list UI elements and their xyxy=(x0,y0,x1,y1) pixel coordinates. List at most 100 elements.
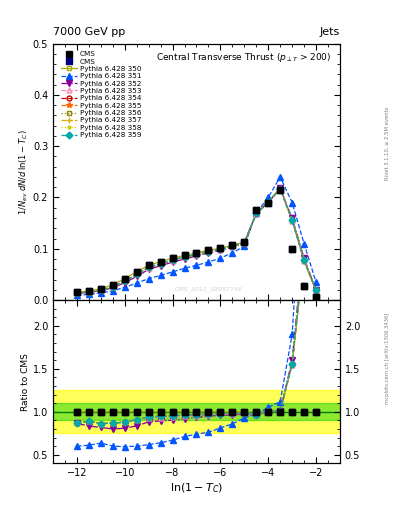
Pythia 6.428 357 xyxy=(242,240,247,246)
Pythia 6.428 359 xyxy=(218,246,223,252)
Line: Pythia 6.428 350: Pythia 6.428 350 xyxy=(75,186,318,295)
Pythia 6.428 351 xyxy=(86,291,91,297)
Pythia 6.428 359 xyxy=(230,243,235,249)
Pythia 6.428 357 xyxy=(314,287,318,293)
Pythia 6.428 358 xyxy=(314,287,318,293)
Line: Pythia 6.428 351: Pythia 6.428 351 xyxy=(74,174,319,298)
Pythia 6.428 356 xyxy=(182,254,187,260)
Pythia 6.428 351 xyxy=(182,265,187,271)
Pythia 6.428 352 xyxy=(218,247,223,253)
Pythia 6.428 351 xyxy=(170,269,175,275)
Pythia 6.428 358 xyxy=(75,290,79,296)
Pythia 6.428 353 xyxy=(266,200,270,206)
Pythia 6.428 357 xyxy=(194,251,199,258)
Pythia 6.428 359 xyxy=(242,240,247,246)
Pythia 6.428 352 xyxy=(75,290,79,296)
Pythia 6.428 358 xyxy=(290,217,294,223)
Pythia 6.428 352 xyxy=(206,250,211,256)
Pythia 6.428 351 xyxy=(206,259,211,265)
Pythia 6.428 359 xyxy=(158,261,163,267)
Pythia 6.428 352 xyxy=(86,289,91,295)
Text: CMS_2011_S8957746: CMS_2011_S8957746 xyxy=(174,287,242,292)
Pythia 6.428 353 xyxy=(146,265,151,271)
Pythia 6.428 354 xyxy=(230,243,235,249)
Pythia 6.428 351 xyxy=(254,210,259,216)
Pythia 6.428 354 xyxy=(146,264,151,270)
Pythia 6.428 352 xyxy=(194,253,199,259)
Pythia 6.428 359 xyxy=(182,254,187,260)
Legend: CMS, CMS, Pythia 6.428 350, Pythia 6.428 351, Pythia 6.428 352, Pythia 6.428 353: CMS, CMS, Pythia 6.428 350, Pythia 6.428… xyxy=(59,50,143,140)
Pythia 6.428 352 xyxy=(266,200,270,206)
Pythia 6.428 358 xyxy=(230,243,235,249)
Pythia 6.428 357 xyxy=(86,289,91,295)
Pythia 6.428 359 xyxy=(206,249,211,255)
Pythia 6.428 356 xyxy=(242,240,247,246)
Pythia 6.428 355 xyxy=(146,264,151,270)
Pythia 6.428 354 xyxy=(242,240,247,246)
Pythia 6.428 354 xyxy=(278,186,283,192)
Pythia 6.428 357 xyxy=(218,246,223,252)
Pythia 6.428 357 xyxy=(254,210,259,217)
Pythia 6.428 355 xyxy=(170,257,175,263)
Y-axis label: $1/N_{ev}\; dN/d\,\ln(1-T_C)$: $1/N_{ev}\; dN/d\,\ln(1-T_C)$ xyxy=(18,129,30,215)
Pythia 6.428 358 xyxy=(134,271,139,278)
Pythia 6.428 350 xyxy=(86,288,91,294)
Y-axis label: Ratio to CMS: Ratio to CMS xyxy=(21,353,30,411)
Pythia 6.428 352 xyxy=(110,285,115,291)
Pythia 6.428 350 xyxy=(254,210,259,216)
Pythia 6.428 352 xyxy=(122,280,127,286)
Pythia 6.428 356 xyxy=(110,284,115,290)
Pythia 6.428 357 xyxy=(110,284,115,290)
Pythia 6.428 353 xyxy=(110,284,115,290)
Pythia 6.428 350 xyxy=(242,239,247,245)
Line: Pythia 6.428 356: Pythia 6.428 356 xyxy=(75,186,318,296)
Line: Pythia 6.428 358: Pythia 6.428 358 xyxy=(74,186,319,296)
Pythia 6.428 351 xyxy=(230,250,235,256)
Pythia 6.428 351 xyxy=(266,195,270,201)
Pythia 6.428 359 xyxy=(146,264,151,270)
Pythia 6.428 356 xyxy=(254,210,259,217)
Pythia 6.428 352 xyxy=(158,263,163,269)
Pythia 6.428 350 xyxy=(230,242,235,248)
Pythia 6.428 357 xyxy=(290,217,294,223)
Pythia 6.428 351 xyxy=(194,262,199,268)
Pythia 6.428 352 xyxy=(254,211,259,217)
Pythia 6.428 355 xyxy=(75,290,79,296)
Pythia 6.428 352 xyxy=(242,241,247,247)
Pythia 6.428 351 xyxy=(110,288,115,294)
Line: Pythia 6.428 354: Pythia 6.428 354 xyxy=(75,186,318,296)
Pythia 6.428 354 xyxy=(314,287,318,293)
Pythia 6.428 359 xyxy=(122,278,127,284)
Pythia 6.428 352 xyxy=(314,287,318,293)
Pythia 6.428 353 xyxy=(194,252,199,258)
Pythia 6.428 359 xyxy=(170,257,175,263)
Pythia 6.428 355 xyxy=(230,243,235,249)
Line: Pythia 6.428 355: Pythia 6.428 355 xyxy=(74,186,319,296)
Pythia 6.428 350 xyxy=(99,286,103,292)
Pythia 6.428 354 xyxy=(86,289,91,295)
Pythia 6.428 357 xyxy=(122,278,127,284)
Pythia 6.428 351 xyxy=(290,200,294,206)
Pythia 6.428 350 xyxy=(314,288,318,294)
Pythia 6.428 350 xyxy=(158,259,163,265)
Pythia 6.428 354 xyxy=(122,278,127,284)
Text: 7000 GeV pp: 7000 GeV pp xyxy=(53,27,125,37)
Pythia 6.428 350 xyxy=(182,252,187,259)
Pythia 6.428 352 xyxy=(134,273,139,280)
Pythia 6.428 354 xyxy=(254,210,259,217)
Pythia 6.428 352 xyxy=(302,255,307,261)
Pythia 6.428 351 xyxy=(122,284,127,290)
Pythia 6.428 352 xyxy=(278,185,283,191)
Pythia 6.428 358 xyxy=(278,186,283,192)
X-axis label: $\ln(1-T_C)$: $\ln(1-T_C)$ xyxy=(170,481,223,495)
Pythia 6.428 355 xyxy=(206,249,211,255)
Pythia 6.428 357 xyxy=(158,261,163,267)
Pythia 6.428 356 xyxy=(158,261,163,267)
Pythia 6.428 356 xyxy=(290,217,294,223)
Pythia 6.428 355 xyxy=(254,210,259,217)
Pythia 6.428 355 xyxy=(314,287,318,293)
Pythia 6.428 357 xyxy=(134,271,139,278)
Pythia 6.428 351 xyxy=(314,279,318,285)
Pythia 6.428 352 xyxy=(170,259,175,265)
Bar xyxy=(53,390,340,433)
